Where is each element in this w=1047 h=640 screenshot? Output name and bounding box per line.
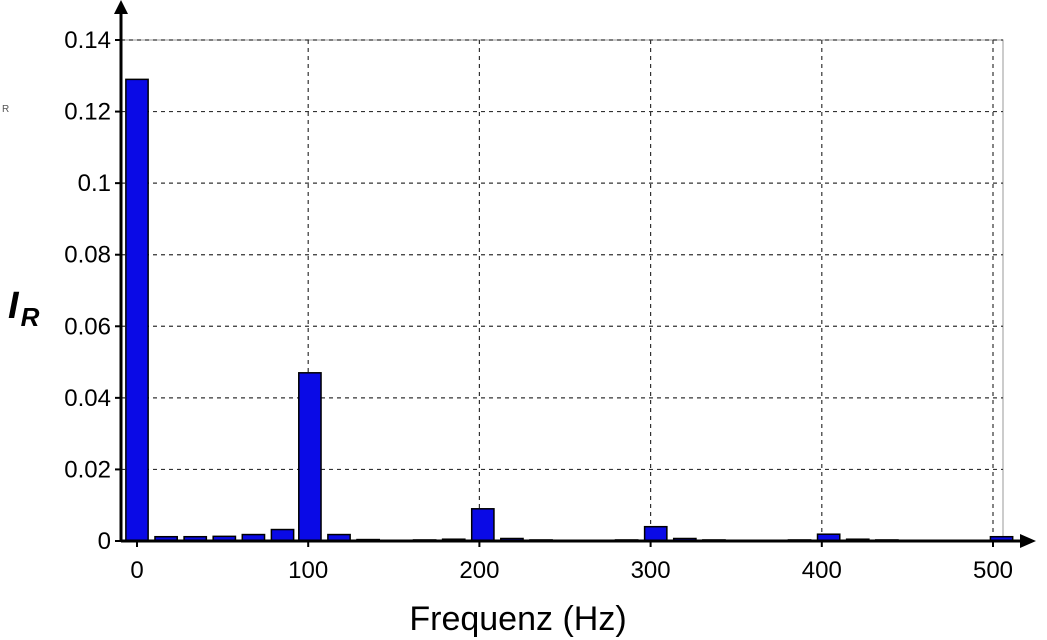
y-tick-label: 0.02 xyxy=(64,456,111,483)
plot-frame xyxy=(120,39,1004,542)
y-tick-label: 0.12 xyxy=(64,99,111,126)
y-tick-label: 0.06 xyxy=(64,313,111,340)
tick-labels: 0 0.02 0.04 0.06 0.08 0.1 0.12 0.14 0 100 200 300 40… xyxy=(64,27,1013,584)
bar xyxy=(470,508,495,542)
y-axis-label-main: I xyxy=(8,285,20,327)
bar xyxy=(270,528,295,542)
y-tick-label: 0.1 xyxy=(78,170,111,197)
axes xyxy=(114,0,1036,548)
y-axis-label: IR xyxy=(8,285,40,332)
stray-label: R xyxy=(2,104,9,115)
x-tick-label: 0 xyxy=(130,557,143,584)
x-tick-label: 400 xyxy=(802,557,842,584)
y-axis-arrow xyxy=(114,0,128,14)
bar xyxy=(643,525,668,542)
x-tick-label: 100 xyxy=(288,557,328,584)
y-tick-label: 0.04 xyxy=(64,385,111,412)
x-axis-label: Frequenz (Hz) xyxy=(409,600,626,638)
x-axis-arrow xyxy=(1020,534,1036,548)
bars xyxy=(125,78,1014,543)
bar xyxy=(298,372,322,542)
y-axis-label-subscript: R xyxy=(21,302,40,332)
y-tick-label: 0.14 xyxy=(64,27,111,54)
y-tick-label: 0 xyxy=(98,528,111,555)
x-tick-label: 300 xyxy=(631,557,671,584)
bar xyxy=(125,78,149,542)
grid-lines xyxy=(120,39,1004,542)
x-tick-label: 500 xyxy=(973,557,1013,584)
x-tick-label: 200 xyxy=(459,557,499,584)
y-tick-label: 0.08 xyxy=(64,242,111,269)
